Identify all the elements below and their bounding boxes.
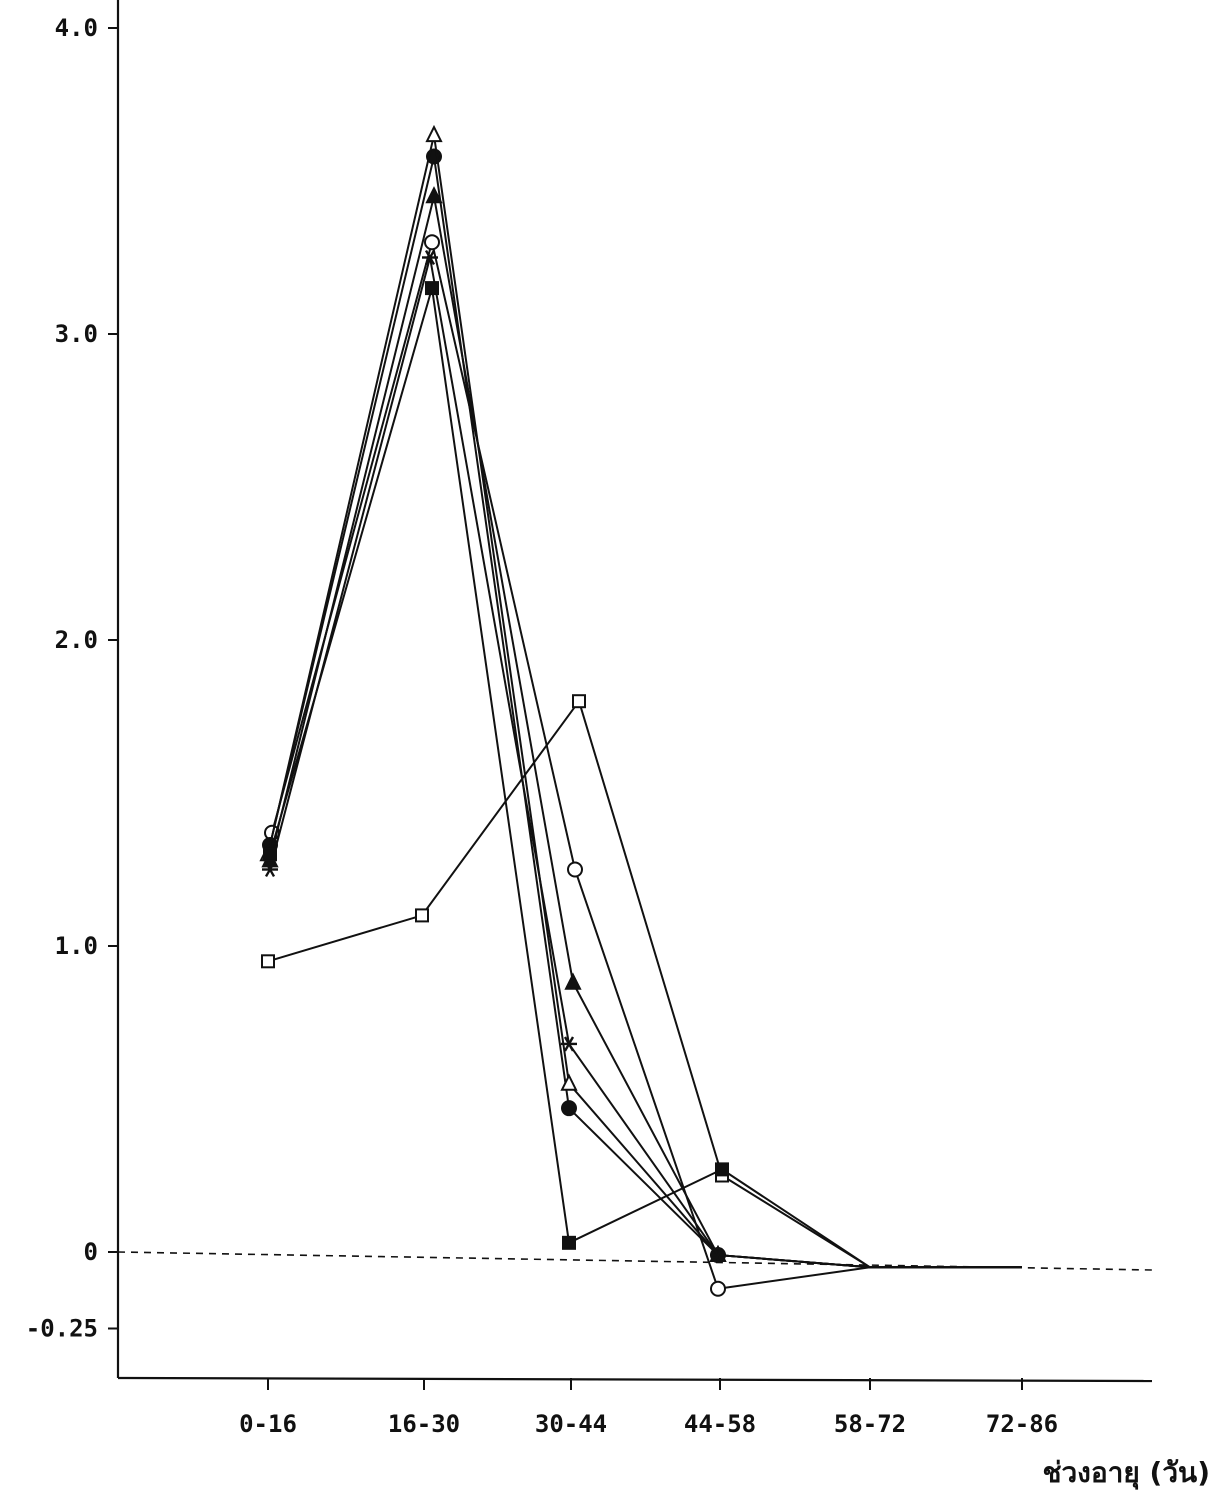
series-filled-square — [263, 281, 1022, 1269]
y-tick-label: 2.0 — [55, 626, 98, 654]
series-open-triangle — [259, 124, 1022, 1269]
data-point-filled-square — [562, 1235, 576, 1250]
data-point-filled-square — [715, 1162, 729, 1177]
series-line — [269, 256, 1022, 1269]
y-tick-label: 1.0 — [55, 932, 98, 960]
data-point-open-circle — [567, 861, 583, 878]
data-point-open-triangle — [425, 124, 443, 143]
data-point-filled-square — [263, 847, 277, 862]
x-tick-label: 30-44 — [535, 1410, 607, 1438]
data-point-open-square — [415, 908, 429, 923]
data-point-filled-triangle — [425, 186, 443, 204]
data-point-open-circle — [424, 234, 440, 251]
tick-labels: 4.0 3.0 2.0 1.0 0 -0.25 0-16 16-30 30-44 44-58 58-… — [26, 14, 1058, 1438]
data-point-open-triangle — [560, 1073, 578, 1091]
series-filled-triangle — [261, 186, 1022, 1269]
x-tick-label: 16-30 — [388, 1410, 460, 1438]
data-point-filled-circle — [561, 1100, 577, 1117]
series-line — [269, 287, 1022, 1269]
data-point-asterisk-stroke — [712, 1247, 724, 1263]
data-point-filled-square — [425, 281, 439, 296]
x-tick-label: 0-16 — [239, 1410, 297, 1438]
y-tick-label: 4.0 — [55, 14, 98, 42]
y-tick-label: -0.25 — [26, 1315, 98, 1343]
x-axis-title: ช่วงอายุ (วัน) — [1042, 1456, 1210, 1490]
x-tick-label: 58-72 — [834, 1410, 906, 1438]
data-point-asterisk-stroke — [424, 249, 436, 266]
data-point-open-circle — [710, 1280, 726, 1297]
series-open-circle — [264, 234, 1022, 1297]
series-filled-circle — [262, 148, 1022, 1269]
y-tick-label: 0 — [84, 1238, 98, 1266]
series-line — [267, 134, 1022, 1269]
axes — [108, 0, 1153, 1390]
data-point-asterisk-stroke — [264, 861, 276, 878]
x-tick-label: 72-86 — [986, 1410, 1058, 1438]
x-tick-label: 44-58 — [684, 1410, 756, 1438]
data-point-asterisk-stroke — [563, 1036, 575, 1052]
data-point-open-square — [572, 694, 586, 709]
y-tick-label: 3.0 — [55, 320, 98, 348]
data-point-open-square — [261, 954, 275, 969]
data-point-filled-triangle — [564, 972, 582, 990]
x-axis-line — [117, 1376, 1153, 1383]
series-group — [259, 124, 1022, 1297]
series-line — [269, 155, 1022, 1269]
